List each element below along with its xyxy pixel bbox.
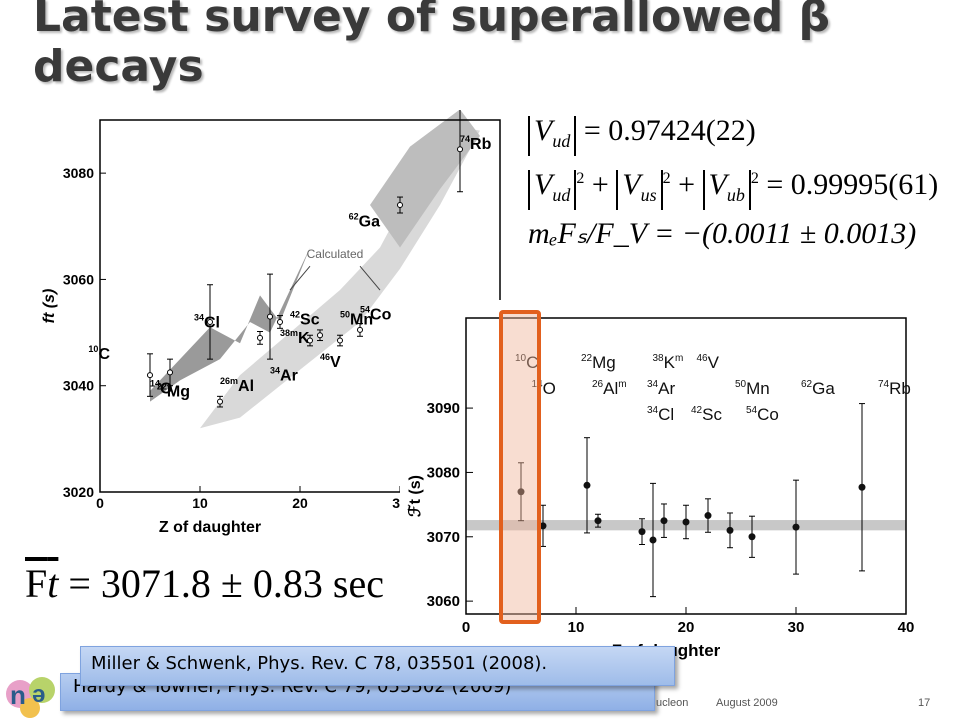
data-point [167, 369, 173, 376]
nuclide-label-cl: 34Cl [647, 405, 674, 424]
footer-date: August 2009 [716, 697, 778, 709]
nuclide-label-o: 14O [150, 379, 172, 398]
corrected-ft-chart: 0102030403060307030803090Z of daughterℱt… [400, 300, 940, 670]
nuclide-label-c: 10C [515, 353, 538, 372]
footer-text: ucleon [656, 697, 689, 709]
data-point [583, 481, 591, 489]
slide-title: Latest survey of superallowed β decays [33, 0, 933, 92]
nuclide-label-sc: 42Sc [691, 405, 722, 424]
nuclide-label-rb: 74Rb [460, 134, 492, 153]
x-tick-label: 0 [462, 619, 470, 636]
y-tick-label: 3090 [427, 400, 460, 417]
data-point [457, 146, 463, 153]
slide-number: 17 [918, 697, 931, 709]
reference-miller-schwenk: Miller & Schwenk, Phys. Rev. C 78, 03550… [80, 646, 675, 686]
nuclide-label-ar: 34Ar [647, 379, 675, 398]
unitarity-equation: Vud2 + Vus2 + Vub2 = 0.99995(61) [528, 168, 938, 210]
data-point [207, 318, 213, 325]
data-point [337, 337, 343, 344]
nuclide-label-ga: 62Ga [349, 211, 380, 230]
x-tick-label: 10 [568, 619, 585, 636]
y-tick-label: 3020 [63, 484, 94, 500]
x-tick-label: 30 [788, 619, 805, 636]
data-point [517, 488, 525, 496]
data-point [267, 313, 273, 320]
nuclide-label-al: 26Alm [592, 379, 627, 398]
y-tick-label: 3080 [63, 165, 94, 181]
data-point [539, 522, 547, 530]
nuclide-label-c: 10C [88, 344, 110, 363]
band-arrow-2 [359, 265, 381, 291]
band-label: Calculated [307, 247, 364, 261]
y-tick-label: 3060 [63, 271, 94, 287]
data-point [704, 512, 712, 520]
nuclide-label-sc: 42Sc [290, 310, 320, 329]
data-point [217, 398, 223, 405]
data-point [792, 523, 800, 531]
data-point [357, 326, 363, 333]
nuclide-label-k: 38Km [653, 353, 684, 372]
y-axis-label: ft (s) [41, 289, 58, 324]
band-arrow-1 [289, 265, 311, 291]
data-point [682, 518, 690, 526]
svg-text:ə: ə [32, 681, 45, 708]
nuclide-label-al: 26mAl [220, 376, 254, 395]
data-point [748, 533, 756, 541]
data-point [726, 526, 734, 534]
y-axis-label: ℱt (s) [407, 475, 424, 517]
x-tick-label: 10 [192, 495, 208, 511]
nuclide-label-co: 54Co [746, 405, 779, 424]
x-tick-label: 0 [96, 495, 104, 511]
conference-logo: n ə [2, 660, 62, 720]
slide-title-line2: decays [33, 41, 204, 92]
scalar-current-equation: mₑFₛ/F_V = −(0.0011 ± 0.0013) [528, 217, 917, 250]
data-point [317, 332, 323, 339]
data-point [307, 337, 313, 344]
x-tick-label: 20 [292, 495, 308, 511]
plot-background [400, 300, 940, 670]
y-tick-label: 3070 [427, 529, 460, 546]
nuclide-label-v: 46V [697, 353, 720, 372]
x-axis-label: Z of daughter [159, 519, 261, 536]
calculated-band-1 [150, 247, 310, 402]
nuclide-label-cl: 34Cl [194, 312, 220, 331]
data-point [858, 483, 866, 491]
nuclide-label-v: 46V [320, 352, 341, 371]
nuclide-label-k: 38mK [280, 328, 310, 347]
nuclide-label-mn: 50Mn [340, 310, 373, 329]
x-tick-label: 40 [898, 619, 915, 636]
data-point [660, 517, 668, 525]
slide-title-line1: Latest survey of superallowed β [33, 0, 831, 42]
data-point [638, 528, 646, 536]
nuclide-label-mg: 22Mg [581, 353, 616, 372]
carbon-highlight-box [499, 310, 541, 624]
data-point [277, 318, 283, 325]
svg-text:n: n [10, 680, 26, 710]
data-point [649, 536, 657, 544]
nuclide-label-ga: 62Ga [801, 379, 835, 398]
y-tick-label: 3040 [63, 378, 94, 394]
nuclide-label-ar: 34Ar [270, 365, 298, 384]
nuclide-label-mn: 50Mn [735, 379, 770, 398]
y-tick-label: 3080 [427, 464, 460, 481]
average-ft-equation: Ft = 3071.8 ± 0.83 sec [25, 561, 384, 606]
nuclide-label-co: 54Co [360, 304, 392, 323]
nuclide-label-rb: 74Rb [878, 379, 911, 398]
y-tick-label: 3060 [427, 593, 460, 610]
data-point [594, 517, 602, 525]
nuclide-label-mg: 22Mg [157, 381, 190, 400]
data-point [147, 372, 153, 379]
vud-equation: Vud = 0.97424(22) [528, 114, 756, 156]
x-tick-label: 20 [678, 619, 695, 636]
data-point [257, 334, 263, 341]
data-point [397, 202, 403, 209]
